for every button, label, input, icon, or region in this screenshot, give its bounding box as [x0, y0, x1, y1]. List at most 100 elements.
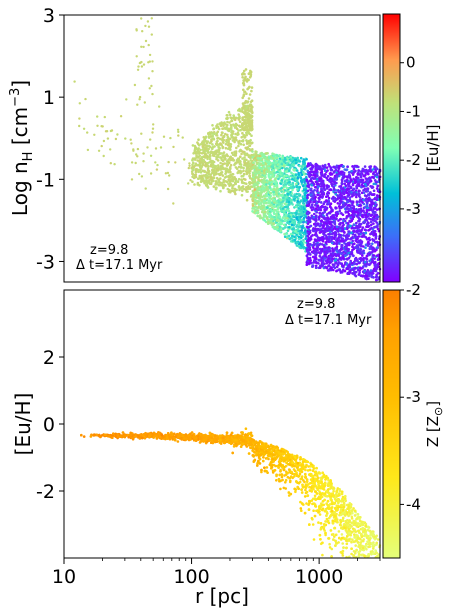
top-scatter-point — [130, 161, 134, 164]
top-scatter-point — [219, 137, 222, 141]
top-scatter-point — [358, 196, 362, 199]
top-scatter-point — [302, 162, 306, 165]
top-scatter-point — [136, 68, 140, 72]
top-scatter-point — [217, 164, 220, 167]
top-scatter-point — [342, 250, 345, 254]
top-scatter-point — [257, 178, 260, 181]
top-scatter-point — [137, 65, 140, 68]
top-scatter-point — [294, 158, 298, 162]
top-scatter-point — [316, 204, 320, 207]
top-scatter-point — [288, 180, 292, 184]
top-scatter-point — [201, 169, 205, 173]
top-scatter-point — [253, 183, 256, 186]
top-scatter-point — [246, 190, 249, 193]
top-scatter-point — [238, 125, 242, 129]
top-scatter-point — [109, 129, 113, 133]
top-scatter-point — [256, 200, 260, 204]
top-scatter-point — [218, 156, 222, 159]
top-scatter-point — [290, 223, 294, 227]
top-scatter-point — [222, 138, 225, 142]
top-scatter-point — [218, 181, 222, 184]
top-scatter-point — [358, 266, 362, 270]
top-scatter-point — [189, 179, 192, 182]
top-scatter-point — [299, 234, 303, 237]
top-scatter-point — [272, 198, 276, 202]
top-scatter-point — [206, 157, 209, 161]
top-scatter-point — [227, 138, 230, 141]
top-scatter-point — [361, 178, 365, 182]
top-scatter-point — [197, 138, 200, 141]
top-scatter-point — [241, 81, 245, 85]
top-scatter-point — [227, 141, 230, 145]
top-scatter-point — [241, 185, 245, 188]
top-scatter-point — [101, 125, 104, 128]
top-scatter-point — [252, 192, 255, 195]
top-scatter-point — [356, 173, 360, 176]
top-scatter-point — [245, 148, 249, 151]
top-scatter-point — [154, 161, 157, 164]
top-scatter-point — [347, 192, 351, 196]
top-scatter-point — [370, 226, 373, 230]
top-scatter-point — [372, 193, 376, 196]
top-scatter-point — [149, 172, 153, 175]
top-scatter-point — [215, 126, 218, 129]
top-scatter-point — [314, 224, 318, 227]
top-scatter-point — [228, 121, 231, 124]
top-scatter-point — [140, 65, 144, 68]
top-scatter-point — [365, 215, 368, 219]
top-scatter-point — [352, 213, 356, 216]
top-scatter-point — [365, 200, 369, 204]
top-scatter-point — [361, 235, 364, 238]
top-scatter-point — [284, 219, 287, 222]
top-scatter-point — [252, 165, 256, 168]
top-scatter-point — [320, 220, 323, 223]
top-scatter-point — [362, 221, 365, 224]
top-scatter-point — [235, 180, 239, 183]
top-scatter-point — [329, 205, 332, 208]
top-scatter-point — [190, 170, 194, 173]
top-scatter-point — [214, 180, 218, 183]
top-scatter-point — [207, 170, 211, 173]
top-scatter-point — [133, 83, 137, 87]
top-scatter-point — [134, 161, 137, 165]
top-scatter-point — [288, 203, 291, 206]
top-scatter-point — [225, 125, 228, 129]
top-scatter-point — [248, 147, 251, 151]
top-scatter-point — [220, 131, 224, 134]
top-scatter-point — [303, 207, 306, 211]
top-scatter-point — [292, 198, 296, 201]
top-scatter-point — [147, 43, 150, 47]
top-scatter-point — [226, 163, 230, 166]
top-scatter-point — [233, 163, 236, 167]
top-scatter-point — [274, 190, 278, 193]
top-scatter-point — [219, 123, 222, 126]
top-scatter-point — [281, 154, 285, 158]
top-scatter-point — [225, 180, 229, 184]
top-scatter-point — [211, 168, 214, 172]
top-scatter-point — [247, 97, 251, 100]
top-scatter-point — [283, 205, 287, 209]
top-scatter-point — [215, 172, 218, 175]
top-scatter-point — [230, 116, 233, 120]
top-scatter-point — [329, 173, 333, 176]
top-scatter-point — [216, 123, 219, 126]
top-scatter-point — [377, 262, 380, 266]
top-scatter-point — [244, 68, 248, 71]
top-scatter-point — [201, 163, 205, 166]
top-scatter-point — [250, 115, 253, 119]
top-scatter-point — [357, 273, 361, 276]
top-scatter-point — [148, 87, 151, 90]
top-scatter-point — [270, 206, 274, 210]
top-scatter-point — [221, 145, 225, 149]
top-scatter-point — [306, 164, 310, 167]
top-scatter-point — [362, 174, 366, 178]
top-scatter-point — [239, 155, 242, 158]
top-scatter-point — [212, 127, 215, 131]
top-scatter-point — [325, 166, 329, 169]
top-scatter-point — [323, 200, 326, 204]
top-scatter-point — [271, 215, 274, 219]
top-scatter-point — [342, 264, 345, 268]
top-scatter-point — [193, 149, 197, 152]
top-scatter-point — [237, 113, 240, 116]
top-scatter-point — [212, 179, 215, 183]
